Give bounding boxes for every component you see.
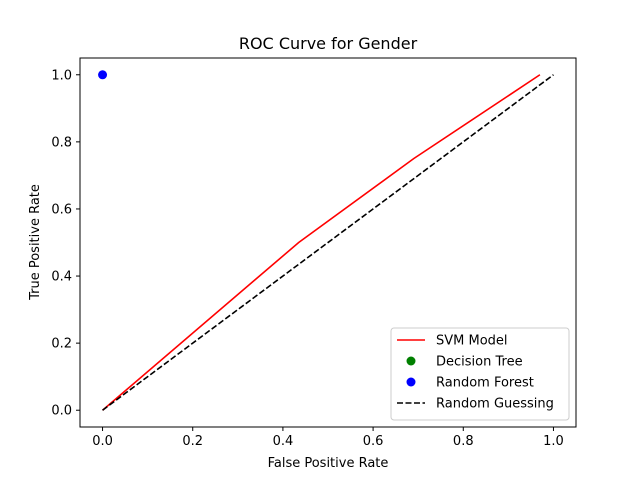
x-tick-label: 0.8 xyxy=(453,434,474,449)
legend-swatch-decision-tree xyxy=(406,356,416,366)
y-axis-label: True Positive Rate xyxy=(28,184,43,301)
y-tick-label: 0.0 xyxy=(51,404,72,419)
svm-model-line xyxy=(102,74,541,411)
axis-ticks: 0.0 0.2 0.4 0.6 0.8 1.0 0.0 0.2 0.4 0.6 0.8 1.0 xyxy=(51,68,563,449)
legend-label-random-guessing: Random Guessing xyxy=(436,397,554,412)
x-tick-label: 0.0 xyxy=(92,434,113,449)
legend-box xyxy=(390,327,570,421)
legend-label-random-forest: Random Forest xyxy=(436,376,534,391)
x-axis-label: False Positive Rate xyxy=(268,456,389,471)
x-tick-label: 0.4 xyxy=(273,434,294,449)
legend: SVM Model Decision Tree Random Forest Rando… xyxy=(390,327,570,421)
y-tick-label: 0.4 xyxy=(51,270,72,285)
y-tick-label: 0.8 xyxy=(51,135,72,150)
legend-label-svm-model: SVM Model xyxy=(436,334,508,349)
random-forest-point xyxy=(98,70,108,80)
plot-area xyxy=(98,70,554,411)
legend-swatch-random-forest xyxy=(406,377,416,387)
legend-label-decision-tree: Decision Tree xyxy=(436,355,523,370)
axes-frame xyxy=(79,57,577,428)
x-tick-label: 1.0 xyxy=(543,434,564,449)
x-tick-label: 0.6 xyxy=(363,434,384,449)
y-tick-label: 0.2 xyxy=(51,337,72,352)
x-tick-label: 0.2 xyxy=(182,434,203,449)
chart-title: ROC Curve for Gender xyxy=(239,34,418,53)
y-tick-label: 0.6 xyxy=(51,202,72,217)
y-tick-label: 1.0 xyxy=(51,68,72,83)
random-guessing-line xyxy=(102,74,554,411)
